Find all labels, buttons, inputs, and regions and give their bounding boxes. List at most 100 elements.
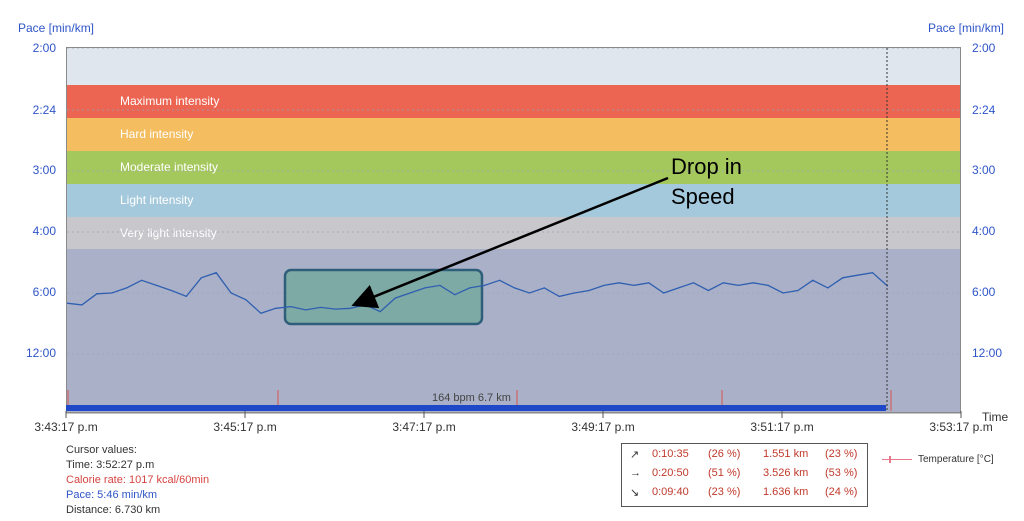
pace-point: [305, 309, 307, 311]
annotation-line-1: Drop in: [671, 154, 742, 179]
cursor-title: Cursor values:: [66, 444, 137, 456]
pace-point: [857, 274, 859, 276]
pace-point: [543, 287, 545, 289]
pace-point: [141, 279, 143, 281]
pace-point: [379, 311, 381, 313]
pace-point: [827, 287, 829, 289]
pace-point: [394, 297, 396, 299]
pace-point: [678, 287, 680, 289]
pace-chart-svg: [67, 48, 960, 412]
pace-point: [67, 302, 68, 304]
y-tick-right: 2:00: [972, 41, 996, 55]
pace-point: [842, 277, 844, 279]
pace-point: [364, 304, 366, 306]
summary-pct-time: (51 %): [708, 467, 741, 479]
pace-point: [707, 289, 710, 292]
summary-table: ↗ 0:10:35 (26 %) 1.551 km (23 %) → 0:20:…: [621, 443, 868, 507]
pace-point: [245, 299, 247, 301]
pace-point: [618, 282, 620, 284]
pace-point: [737, 284, 739, 286]
zone-label-hard: Hard intensity: [120, 127, 194, 141]
pace-point: [782, 292, 784, 294]
pace-point: [260, 312, 262, 314]
summary-pct-time: (23 %): [708, 486, 741, 498]
pace-point: [290, 306, 292, 308]
flat-icon: →: [630, 467, 641, 479]
x-axis-title: Time: [982, 410, 1009, 424]
pace-point: [126, 287, 128, 289]
pace-point: [111, 292, 113, 294]
pace-point: [155, 284, 158, 286]
summary-distance: 1.551 km: [763, 448, 809, 460]
pace-point: [692, 282, 695, 284]
x-tick-label: 3:51:17 p.m: [750, 420, 814, 434]
pace-point: [558, 295, 560, 297]
x-tick-label: 3:47:17 p.m: [392, 420, 456, 434]
y-tick-left: 4:00: [32, 224, 56, 238]
plot-area[interactable]: Maximum intensity Hard intensity Moderat…: [66, 47, 961, 413]
cursor-distance: Distance: 6.730 km: [66, 504, 161, 516]
x-tick-label: 3:49:17 p.m: [571, 420, 635, 434]
hr-label: 164 bpm 6.7 km: [432, 392, 511, 404]
legend-label: Temperature [°C]: [918, 454, 994, 465]
zone-label-moderate: Moderate intensity: [120, 160, 219, 174]
gridlines: [67, 48, 960, 355]
y-tick-left: 2:24: [32, 103, 56, 117]
y-tick-right: 6:00: [972, 285, 996, 299]
pace-point: [499, 279, 501, 281]
right-axis-title: Pace [min/km]: [928, 21, 1005, 35]
highlight-box: [283, 268, 484, 326]
temperature-legend-icon: [882, 456, 912, 463]
annotation-line-2: Speed: [671, 184, 735, 209]
pace-point: [752, 282, 754, 284]
pace-point: [871, 272, 874, 274]
summary-distance: 3.526 km: [763, 467, 809, 479]
zone-hard: [67, 118, 960, 151]
pace-point: [96, 293, 98, 295]
summary-duration: 0:10:35: [652, 448, 689, 460]
zone-label-light: Light intensity: [120, 193, 194, 207]
pace-point: [454, 294, 456, 296]
pace-point: [439, 284, 441, 286]
pace-point: [200, 277, 202, 279]
zone-maximum: [67, 85, 960, 118]
y-tick-left: 3:00: [32, 163, 56, 177]
y-tick-right: 3:00: [972, 163, 996, 177]
zone-label-maximum: Maximum intensity: [120, 94, 220, 108]
pace-point: [722, 282, 724, 284]
annotation-text: Drop in Speed: [671, 152, 742, 212]
pace-point: [81, 304, 83, 306]
summary-pct-time: (26 %): [708, 448, 741, 460]
summary-distance: 1.636 km: [763, 486, 809, 498]
cursor-calorie: Calorie rate: 1017 kcal/60min: [66, 474, 210, 486]
summary-row: → 0:20:50 (51 %) 3.526 km (53 %): [622, 467, 867, 485]
pace-point: [528, 292, 530, 294]
y-tick-right: 2:24: [972, 103, 996, 117]
pace-point: [663, 292, 665, 294]
x-tick-label: 3:53:17 p.m: [929, 420, 993, 434]
cursor-pace: Pace: 5:46 min/km: [66, 489, 158, 501]
pace-point: [409, 292, 411, 294]
y-tick-left: 6:00: [32, 285, 56, 299]
downhill-icon: ↘: [630, 487, 640, 499]
summary-row: ↘ 0:09:40 (23 %) 1.636 km (24 %): [622, 486, 867, 504]
pace-point: [230, 292, 232, 294]
pace-point: [215, 272, 217, 274]
pace-point: [484, 284, 486, 286]
summary-pct-dist: (53 %): [825, 467, 858, 479]
pace-point: [588, 289, 590, 292]
cursor-time: Time: 3:52:27 p.m: [66, 459, 155, 471]
uphill-icon: ↗: [630, 449, 640, 461]
pace-point: [648, 282, 650, 284]
summary-duration: 0:09:40: [652, 486, 689, 498]
x-tick-label: 3:43:17 p.m: [34, 420, 98, 434]
pace-point: [334, 308, 337, 310]
x-tick-label: 3:45:17 p.m: [213, 420, 277, 434]
hr-bar: [66, 405, 886, 411]
summary-pct-dist: (23 %): [825, 448, 858, 460]
pace-point: [349, 307, 351, 309]
left-axis-title: Pace [min/km]: [18, 21, 95, 35]
pace-point: [797, 289, 799, 292]
y-tick-right: 12:00: [972, 346, 1003, 360]
pace-point: [320, 306, 322, 308]
